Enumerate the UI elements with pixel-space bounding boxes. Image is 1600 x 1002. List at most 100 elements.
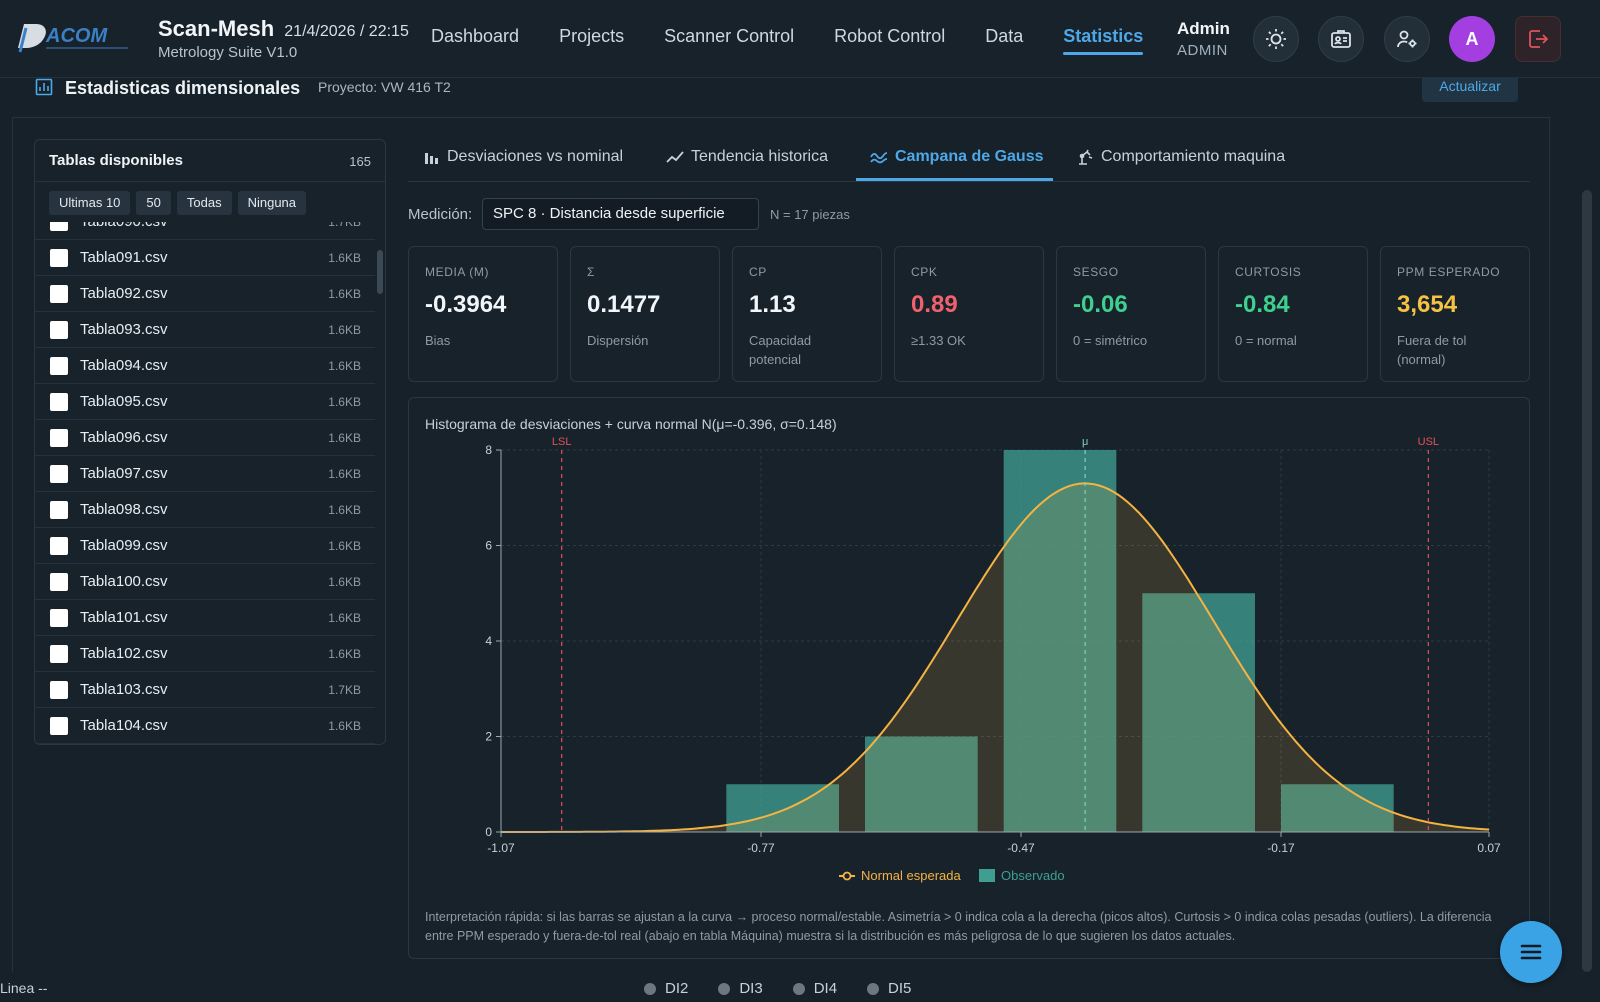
file-checkbox[interactable] xyxy=(50,429,68,447)
refresh-button[interactable]: Actualizar xyxy=(1422,78,1518,102)
file-checkbox[interactable] xyxy=(50,717,68,735)
file-checkbox[interactable] xyxy=(50,249,68,267)
stat-card: Σ 0.1477 Dispersión xyxy=(570,246,720,382)
stat-caption: Bias xyxy=(425,333,451,348)
user-settings-button[interactable] xyxy=(1384,16,1430,62)
file-row[interactable]: Tabla104.csv 1.6KB xyxy=(35,708,375,744)
nav-data[interactable]: Data xyxy=(985,26,1024,46)
legend-dot xyxy=(867,982,880,995)
stat-card: PPM ESPERADO 3,654 Fuera de tol (normal) xyxy=(1380,246,1530,382)
user-settings-icon xyxy=(1397,30,1417,48)
main-nav: Dashboard Projects Scanner Control Robot… xyxy=(431,26,1144,55)
stat-caption: 0 = normal xyxy=(1235,333,1297,348)
file-row[interactable]: Tabla091.csv 1.6KB xyxy=(35,240,375,276)
file-size: 1.6KB xyxy=(328,503,361,517)
file-checkbox[interactable] xyxy=(50,537,68,555)
file-row[interactable]: Tabla092.csv 1.6KB xyxy=(35,276,375,312)
tab-machine[interactable]: Comportamiento maquina xyxy=(1076,148,1285,166)
logout-button[interactable] xyxy=(1515,16,1561,62)
app-title: Scan-Mesh 21/4/2026 / 22:15 xyxy=(158,16,409,42)
series-legend-item[interactable]: DI3 xyxy=(718,980,763,997)
nav-projects[interactable]: Projects xyxy=(559,26,625,46)
file-list[interactable]: Tabla090.csv1.7KBTabla091.csv1.6KBTabla0… xyxy=(35,222,375,744)
file-row[interactable]: Tabla094.csv 1.6KB xyxy=(35,348,375,384)
tab-deviations[interactable]: Desviaciones vs nominal xyxy=(424,148,623,166)
file-checkbox[interactable] xyxy=(50,321,68,339)
stat-card: MEDIA (M) -0.3964 Bias xyxy=(408,246,558,382)
file-row[interactable]: Tabla103.csv 1.7KB xyxy=(35,672,375,708)
file-checkbox[interactable] xyxy=(50,681,68,699)
file-row[interactable]: Tabla096.csv 1.6KB xyxy=(35,420,375,456)
nav-statistics[interactable]: Statistics xyxy=(1063,26,1144,55)
file-row[interactable]: Tabla101.csv 1.6KB xyxy=(35,600,375,636)
file-checkbox[interactable] xyxy=(50,645,68,663)
file-checkbox[interactable] xyxy=(50,393,68,411)
file-size: 1.6KB xyxy=(328,719,361,733)
page-scrollbar[interactable] xyxy=(1582,190,1592,972)
series-legend-item[interactable]: DI2 xyxy=(644,980,688,997)
file-row[interactable]: Tabla100.csv 1.6KB xyxy=(35,564,375,600)
histogram-bar xyxy=(1281,784,1394,832)
avatar[interactable]: A xyxy=(1449,16,1495,62)
file-checkbox[interactable] xyxy=(50,573,68,591)
file-row[interactable]: Tabla093.csv 1.6KB xyxy=(35,312,375,348)
tab-trend[interactable]: Tendencia historica xyxy=(666,148,828,166)
nav-dashboard[interactable]: Dashboard xyxy=(431,26,520,46)
file-size: 1.6KB xyxy=(328,431,361,445)
file-name: Tabla091.csv xyxy=(80,249,168,266)
legend-label-observed: Observado xyxy=(1001,868,1065,883)
file-checkbox[interactable] xyxy=(50,285,68,303)
x-tick-label: 0.07 xyxy=(1477,841,1501,855)
file-name: Tabla095.csv xyxy=(80,393,168,410)
file-name: Tabla100.csv xyxy=(80,573,168,590)
file-checkbox[interactable] xyxy=(50,609,68,627)
profile-card-button[interactable] xyxy=(1318,16,1364,62)
filter-none-button[interactable]: Ninguna xyxy=(237,191,307,215)
filter-all-button[interactable]: Todas xyxy=(176,191,232,215)
svg-text:ACOM: ACOM xyxy=(45,25,108,47)
stat-card: CURTOSIS -0.84 0 = normal xyxy=(1218,246,1368,382)
app-subtitle: Metrology Suite V1.0 xyxy=(158,44,298,61)
file-row[interactable]: Tabla098.csv 1.6KB xyxy=(35,492,375,528)
file-row[interactable]: Tabla102.csv 1.6KB xyxy=(35,636,375,672)
file-row[interactable]: Tabla097.csv 1.6KB xyxy=(35,456,375,492)
histogram-bar xyxy=(1003,450,1117,832)
filter-50-button[interactable]: 50 xyxy=(136,191,171,215)
file-size: 1.6KB xyxy=(328,395,361,409)
id-card-icon xyxy=(1331,30,1351,48)
file-size: 1.6KB xyxy=(328,611,361,625)
filter-last-10-button[interactable]: Ultimas 10 xyxy=(49,191,131,215)
menu-fab-button[interactable] xyxy=(1500,921,1562,983)
dacom-logo: ACOM xyxy=(18,24,128,53)
file-row[interactable]: Tabla095.csv 1.6KB xyxy=(35,384,375,420)
stat-label: MEDIA (M) xyxy=(425,265,490,279)
stat-value: 3,654 xyxy=(1397,291,1458,318)
file-row[interactable]: Tabla090.csv 1.7KB xyxy=(35,222,375,240)
stat-caption: Dispersión xyxy=(587,333,649,348)
user-name: Admin xyxy=(1177,19,1230,38)
tab-gauss-label: Campana de Gauss xyxy=(895,148,1044,165)
nav-scanner-control[interactable]: Scanner Control xyxy=(664,26,795,46)
series-legend-item[interactable]: DI5 xyxy=(867,980,911,997)
file-name: Tabla103.csv xyxy=(80,681,168,698)
tab-gauss[interactable]: Campana de Gauss xyxy=(870,148,1044,166)
tables-panel: Tablas disponibles 165 Ultimas 10 50 Tod… xyxy=(34,139,386,745)
measurement-select[interactable]: SPC 8 · Distancia desde superficie xyxy=(482,198,759,230)
file-checkbox[interactable] xyxy=(50,465,68,483)
file-list-scrollbar[interactable] xyxy=(377,250,383,294)
project-label: Proyecto: VW 416 T2 xyxy=(318,79,451,95)
sun-icon xyxy=(1266,29,1286,49)
file-checkbox[interactable] xyxy=(50,357,68,375)
file-name: Tabla097.csv xyxy=(80,465,168,482)
series-legend-item[interactable]: DI4 xyxy=(792,980,837,997)
nav-robot-control[interactable]: Robot Control xyxy=(834,26,946,46)
theme-toggle-button[interactable] xyxy=(1253,16,1299,62)
main-frame xyxy=(12,118,1550,972)
file-row[interactable]: Tabla099.csv 1.6KB xyxy=(35,528,375,564)
histogram-panel: Histograma de desviaciones + curva norma… xyxy=(408,397,1530,959)
tables-count: 165 xyxy=(349,154,371,169)
file-size: 1.6KB xyxy=(328,539,361,553)
menu-icon xyxy=(1520,944,1542,960)
file-checkbox[interactable] xyxy=(50,222,68,231)
file-checkbox[interactable] xyxy=(50,501,68,519)
